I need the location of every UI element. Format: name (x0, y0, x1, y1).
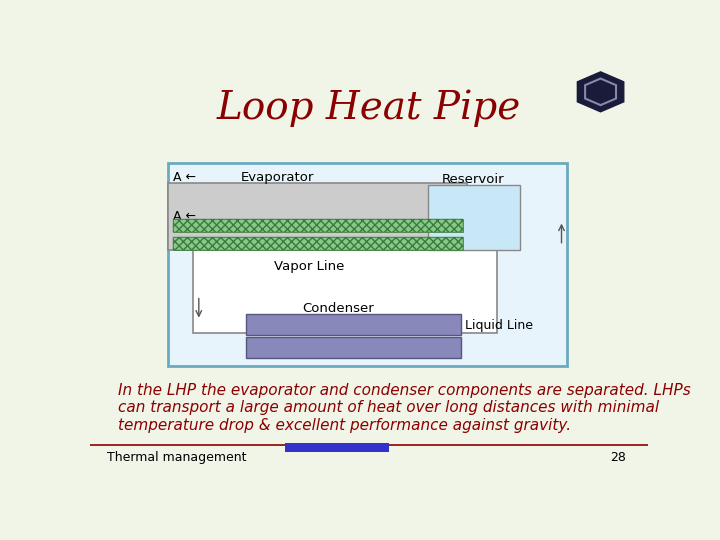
Bar (246, 337, 461, 358)
Text: Liquid Line: Liquid Line (465, 320, 533, 333)
Text: Reservoir: Reservoir (441, 173, 504, 186)
Text: Condenser: Condenser (302, 301, 374, 314)
Bar (173, 237, 463, 250)
Bar (173, 237, 463, 250)
Bar (173, 219, 463, 232)
Text: Vapor Line: Vapor Line (274, 260, 344, 273)
Text: A ←: A ← (173, 171, 196, 184)
Bar (428, 185, 520, 250)
Text: A ←: A ← (173, 210, 196, 223)
Bar (168, 183, 467, 250)
Text: 28: 28 (610, 451, 626, 464)
Bar (285, 443, 389, 453)
Bar (173, 219, 463, 232)
Text: Evaporator: Evaporator (240, 171, 314, 184)
Bar (246, 314, 461, 335)
Text: Thermal management: Thermal management (107, 451, 246, 464)
Text: Loop Heat Pipe: Loop Heat Pipe (217, 90, 521, 127)
Text: In the LHP the evaporator and condenser components are separated. LHPs
can trans: In the LHP the evaporator and condenser … (118, 383, 690, 433)
Bar (168, 163, 567, 366)
Bar (193, 244, 498, 333)
